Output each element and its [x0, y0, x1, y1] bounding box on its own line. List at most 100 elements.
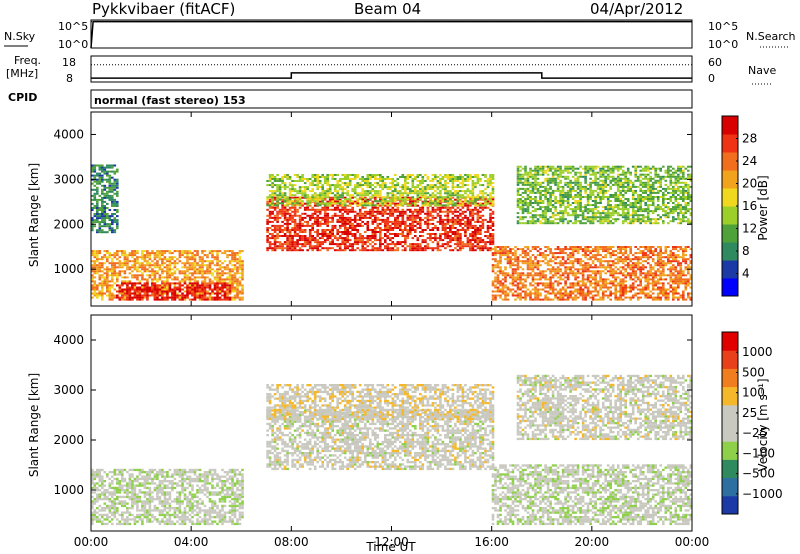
- echo-cell: [101, 202, 104, 205]
- echo-cell: [186, 256, 189, 259]
- echo-cell: [98, 290, 102, 293]
- echo-cell: [524, 298, 527, 301]
- echo-cell: [231, 280, 234, 283]
- echo-cell: [496, 270, 500, 273]
- echo-cell: [604, 268, 607, 271]
- echo-cell: [126, 294, 129, 297]
- echo-cell: [406, 188, 410, 191]
- echo-cell: [98, 221, 102, 224]
- echo-cell: [374, 192, 377, 195]
- echo-cell: [91, 209, 94, 211]
- echo-cell: [484, 231, 487, 233]
- echo-cell: [414, 249, 417, 252]
- echo-cell: [481, 198, 485, 201]
- echo-cell: [476, 237, 480, 240]
- echo-cell: [491, 182, 495, 185]
- echo-cell: [616, 282, 620, 285]
- echo-cell: [619, 290, 622, 293]
- echo-cell: [96, 164, 99, 167]
- echo-cell: [356, 212, 359, 215]
- echo-cell: [131, 270, 134, 273]
- noise-left-tick-bottom: 10^0: [58, 38, 88, 51]
- echo-cell: [341, 178, 344, 180]
- echo-cell: [559, 276, 562, 279]
- echo-cell: [318, 182, 322, 185]
- echo-cell: [369, 178, 372, 180]
- echo-cell: [306, 222, 309, 225]
- echo-cell: [574, 278, 577, 281]
- echo-cell: [333, 190, 337, 193]
- echo-cell: [186, 268, 189, 271]
- echo-cell: [338, 202, 342, 205]
- echo-cell: [571, 290, 575, 293]
- echo-cell: [464, 192, 467, 195]
- echo-cell: [481, 214, 485, 217]
- echo-cell: [381, 198, 385, 201]
- echo-cell: [454, 239, 457, 242]
- echo-cell: [108, 292, 112, 295]
- echo-cell: [278, 198, 282, 201]
- echo-cell: [481, 222, 485, 225]
- echo-cell: [364, 198, 367, 201]
- echo-cell: [439, 249, 442, 252]
- echo-cell: [116, 202, 119, 205]
- echo-cell: [266, 202, 269, 205]
- echo-cell: [308, 198, 312, 201]
- echo-cell: [616, 276, 620, 279]
- echo-cell: [166, 280, 169, 283]
- echo-cell: [193, 270, 197, 273]
- echo-cell: [409, 245, 412, 248]
- echo-cell: [419, 216, 422, 219]
- echo-cell: [293, 222, 297, 225]
- echo-cell: [466, 218, 470, 221]
- echo-cell: [276, 235, 279, 237]
- echo-cell: [341, 222, 344, 225]
- echo-cell: [283, 192, 287, 195]
- echo-cell: [509, 258, 512, 261]
- echo-cell: [268, 243, 272, 246]
- echo-cell: [551, 290, 555, 293]
- echo-cell: [594, 248, 597, 251]
- echo-cell: [276, 245, 279, 248]
- echo-cell: [586, 278, 590, 281]
- echo-cell: [168, 282, 172, 285]
- echo-cell: [221, 266, 224, 269]
- echo-cell: [431, 202, 435, 205]
- echo-cell: [446, 208, 450, 211]
- echo-cell: [306, 237, 309, 240]
- echo-cell: [421, 229, 425, 231]
- echo-cell: [589, 274, 592, 277]
- echo-cell: [353, 210, 357, 213]
- echo-cell: [133, 258, 137, 261]
- echo-cell: [529, 262, 532, 265]
- echo-cell: [569, 254, 572, 257]
- echo-cell: [218, 280, 222, 283]
- echo-cell: [116, 225, 119, 228]
- echo-cell: [384, 245, 387, 248]
- echo-cell: [591, 276, 595, 279]
- echo-cell: [456, 233, 460, 235]
- echo-cell: [226, 294, 229, 297]
- echo-cell: [206, 298, 209, 301]
- echo-cell: [554, 280, 557, 283]
- echo-cell: [351, 194, 354, 197]
- echo-cell: [379, 212, 382, 215]
- echo-cell: [331, 220, 334, 223]
- echo-cell: [113, 270, 117, 273]
- echo-cell: [186, 296, 189, 299]
- echo-cell: [614, 270, 617, 273]
- echo-cell: [133, 254, 137, 257]
- echo-cell: [313, 184, 317, 187]
- echo-cell: [519, 292, 522, 295]
- echo-cell: [273, 231, 277, 233]
- echo-cell: [301, 204, 304, 207]
- echo-cell: [91, 164, 94, 167]
- echo-cell: [101, 256, 104, 259]
- echo-cell: [394, 186, 397, 189]
- echo-cell: [166, 258, 169, 261]
- echo-cell: [486, 241, 490, 244]
- echo-cell: [298, 204, 302, 207]
- echo-cell: [176, 268, 179, 271]
- echo-cell: [123, 262, 127, 265]
- echo-cell: [178, 298, 182, 301]
